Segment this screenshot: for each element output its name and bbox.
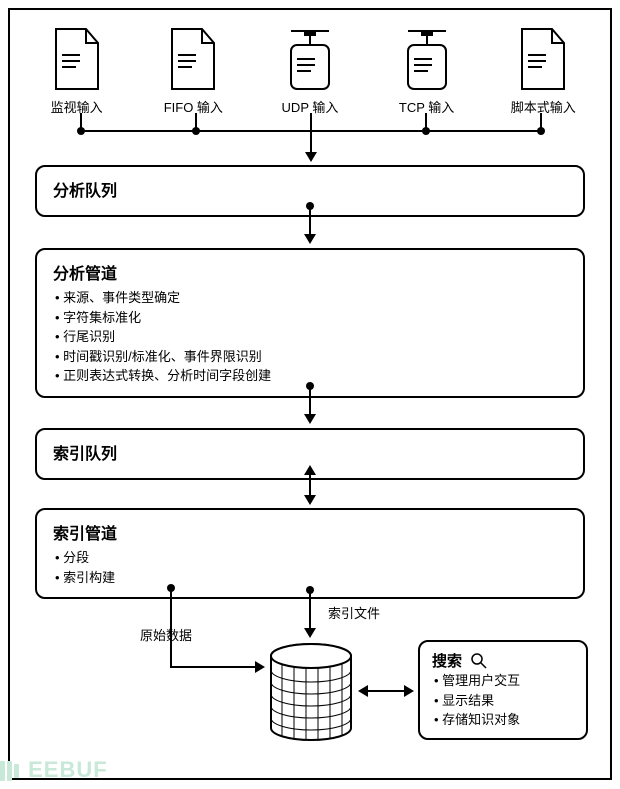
- file-icon: [166, 25, 220, 93]
- arrowhead: [305, 152, 317, 162]
- diagram-frame: 监视输入 FIFO 输入 UDP 输入: [8, 8, 612, 780]
- connector: [310, 130, 312, 152]
- analysis-pipeline-box: 分析管道 来源、事件类型确定 字符集标准化 行尾识别 时间戳识别/标准化、事件界…: [35, 248, 585, 398]
- search-icon: [470, 652, 488, 670]
- network-icon: [283, 25, 337, 93]
- stage-bullets: 来源、事件类型确定 字符集标准化 行尾识别 时间戳识别/标准化、事件界限识别 正…: [55, 288, 567, 386]
- raw-data-label: 原始数据: [140, 625, 192, 644]
- bullet: 行尾识别: [55, 327, 567, 347]
- input-script: 脚本式输入: [493, 25, 593, 116]
- connector-dot: [167, 584, 175, 592]
- connector: [310, 113, 312, 131]
- bullet: 管理用户交互: [434, 671, 574, 691]
- search-title: 搜索: [432, 650, 462, 671]
- search-box: 搜索 管理用户交互 显示结果 存储知识对象: [418, 640, 588, 740]
- file-icon: [516, 25, 570, 93]
- input-tcp: TCP 输入: [377, 25, 477, 116]
- watermark-text: EEBUF: [28, 757, 108, 782]
- stage-title: 分析队列: [53, 177, 567, 201]
- search-bullets: 管理用户交互 显示结果 存储知识对象: [434, 671, 574, 730]
- input-label: 监视输入: [51, 97, 103, 116]
- inputs-row: 监视输入 FIFO 输入 UDP 输入: [10, 25, 610, 116]
- bullet: 存储知识对象: [434, 710, 574, 730]
- input-fifo: FIFO 输入: [143, 25, 243, 116]
- input-udp: UDP 输入: [260, 25, 360, 116]
- connector: [170, 588, 172, 668]
- bullet: 来源、事件类型确定: [55, 288, 567, 308]
- watermark: EEBUF: [0, 757, 108, 783]
- stage-title: 索引队列: [53, 440, 567, 464]
- bullet: 字符集标准化: [55, 308, 567, 328]
- stage-title: 索引管道: [53, 520, 567, 544]
- bullet: 分段: [55, 548, 567, 568]
- index-file-label: 索引文件: [328, 603, 380, 622]
- bullet: 时间戳识别/标准化、事件界限识别: [55, 347, 567, 367]
- file-icon: [50, 25, 104, 93]
- bullet: 显示结果: [434, 691, 574, 711]
- input-label: 脚本式输入: [511, 97, 576, 116]
- stage-title: 分析管道: [53, 260, 567, 284]
- network-icon: [400, 25, 454, 93]
- database-icon: [268, 642, 354, 742]
- connector: [170, 666, 255, 668]
- arrow-bidir: [358, 685, 414, 697]
- stage-bullets: 分段 索引构建: [55, 548, 567, 587]
- input-label: FIFO 输入: [164, 97, 223, 116]
- arrowhead: [255, 661, 265, 673]
- bullet: 索引构建: [55, 568, 567, 588]
- input-monitor: 监视输入: [27, 25, 127, 116]
